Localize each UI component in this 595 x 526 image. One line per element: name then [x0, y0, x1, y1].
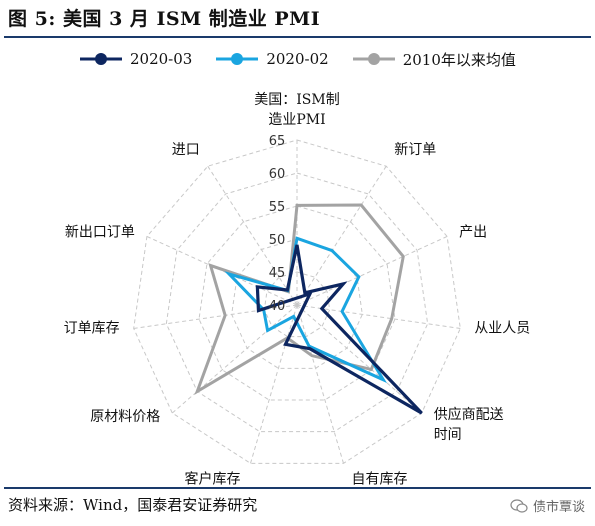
- chart-legend: 2020-03 2020-02 2010年以来均值: [78, 48, 538, 70]
- category-label-4: 供应商配送时间: [434, 406, 504, 443]
- legend-item-average: 2010年以来均值: [351, 48, 516, 70]
- category-label-8: 订单库存: [64, 320, 120, 336]
- legend-label-2020-03: 2020-03: [130, 50, 193, 68]
- figure-title: 图 5: 美国 3 月 ISM 制造业 PMI: [8, 8, 321, 30]
- category-label-0: 美国：ISM制造业PMI: [254, 92, 339, 128]
- tick-label-55: 55: [269, 200, 286, 215]
- tick-label-50: 50: [269, 233, 286, 248]
- watermark: 债市覃谈: [510, 496, 585, 515]
- legend-item-2020-02: 2020-02: [214, 48, 329, 70]
- grid-ring-50: [231, 238, 363, 369]
- bottom-rule: [4, 487, 591, 489]
- grid-ring-55: [198, 205, 396, 401]
- category-label-3: 从业人员: [474, 320, 530, 336]
- category-label-7: 原材料价格: [90, 409, 160, 425]
- category-label-9: 新出口订单: [65, 224, 135, 240]
- grid-ring-60: [165, 172, 429, 433]
- wechat-icon: [510, 498, 528, 513]
- legend-swatch-2020-02: [216, 53, 259, 65]
- category-label-2: 产出: [459, 224, 487, 240]
- category-label-6: 客户库存: [185, 470, 241, 487]
- legend-swatch-2020-03: [80, 53, 122, 65]
- legend-swatch-average: [352, 53, 395, 65]
- series-line-1: [224, 236, 388, 384]
- legend-item-2020-03: 2020-03: [78, 48, 192, 70]
- top-rule: [4, 36, 591, 38]
- tick-label-60: 60: [269, 167, 286, 182]
- watermark-text: 债市覃谈: [532, 500, 585, 515]
- grid-ring-65: [133, 139, 461, 464]
- category-label-1: 新订单: [394, 142, 436, 158]
- tick-label-45: 45: [269, 266, 286, 281]
- legend-label-2020-02: 2020-02: [266, 50, 329, 68]
- grid-spoke-5: [296, 304, 344, 464]
- category-label-5: 自有库存: [351, 471, 407, 487]
- series-line-0: [255, 244, 423, 415]
- tick-label-65: 65: [269, 134, 286, 149]
- category-label-10: 进口: [172, 142, 200, 158]
- tick-label-40: 40: [269, 299, 286, 314]
- legend-label-average: 2010年以来均值: [402, 50, 516, 69]
- source-note: 资料来源：Wind，国泰君安证券研究: [8, 496, 258, 514]
